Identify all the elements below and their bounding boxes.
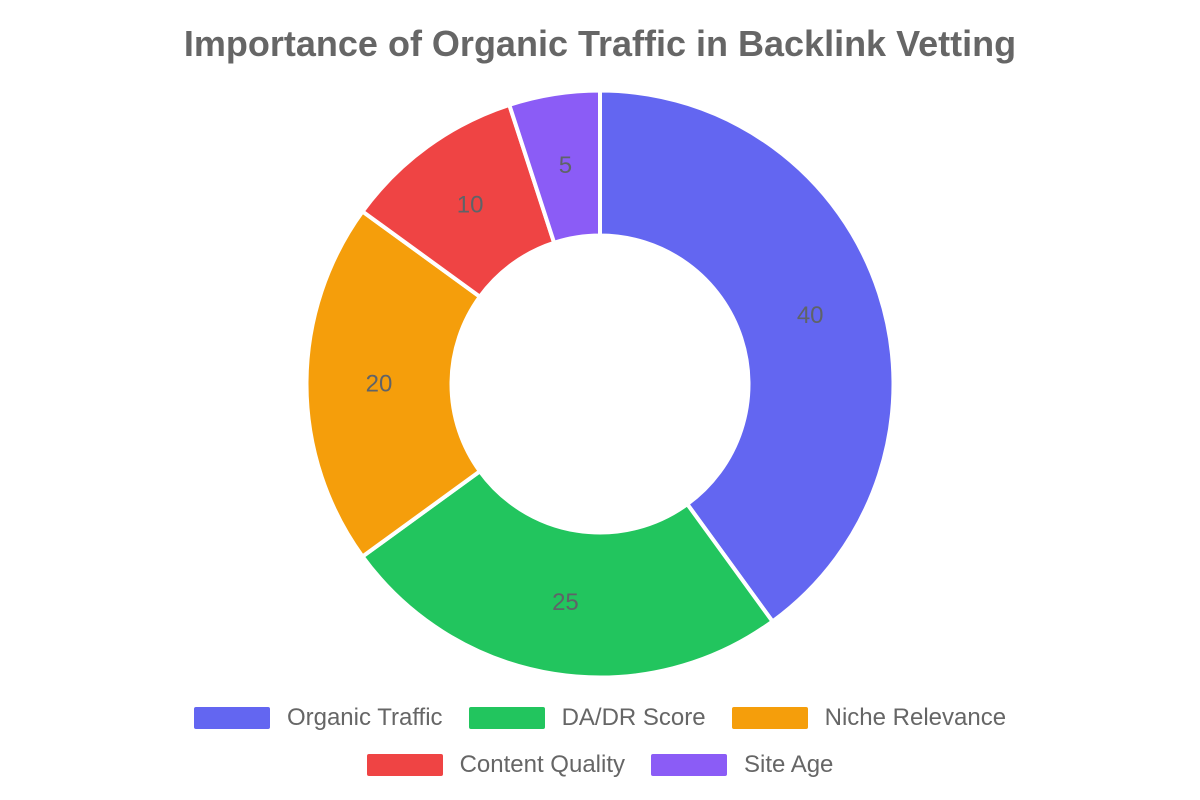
donut-slice-niche-relevance[interactable] bbox=[304, 208, 483, 560]
legend-item-site-age[interactable]: Site Age bbox=[651, 751, 833, 779]
legend-swatch-content-quality bbox=[366, 754, 443, 776]
legend-label-organic-traffic: Organic Traffic bbox=[286, 704, 443, 731]
legend-item-da-dr-score[interactable]: DA/DR Score bbox=[468, 704, 706, 732]
chart-legend: Organic Traffic DA/DR Score Niche Relevanc… bbox=[0, 704, 1200, 779]
legend-item-niche-relevance[interactable]: Niche Relevance bbox=[731, 704, 1007, 732]
legend-swatch-da-dr-score bbox=[468, 707, 545, 729]
legend-row: Organic Traffic DA/DR Score Niche Relevanc… bbox=[193, 704, 1007, 732]
donut-slice-organic-traffic[interactable] bbox=[598, 88, 896, 625]
slice-value-content-quality: 10 bbox=[457, 192, 484, 219]
slice-value-da-dr-score: 25 bbox=[552, 589, 579, 616]
legend-label-content-quality: Content Quality bbox=[459, 751, 625, 778]
legend-swatch-site-age bbox=[651, 754, 727, 776]
chart-title: Importance of Organic Traffic in Backlin… bbox=[183, 23, 1017, 64]
legend-swatch-organic-traffic bbox=[193, 707, 270, 729]
slice-value-site-age: 5 bbox=[559, 152, 572, 179]
slice-value-niche-relevance: 20 bbox=[366, 371, 393, 398]
legend-label-da-dr-score: DA/DR Score bbox=[561, 704, 706, 731]
donut-slice-site-age[interactable] bbox=[506, 88, 602, 246]
legend-row: Content Quality Site Age bbox=[366, 751, 833, 779]
legend-item-organic-traffic[interactable]: Organic Traffic bbox=[193, 704, 443, 732]
legend-label-site-age: Site Age bbox=[744, 751, 834, 778]
slice-value-organic-traffic: 40 bbox=[797, 302, 824, 329]
legend-item-content-quality[interactable]: Content Quality bbox=[366, 751, 625, 779]
legend-swatch-niche-relevance bbox=[731, 707, 808, 729]
donut-slice-da-dr-score[interactable] bbox=[359, 468, 776, 680]
legend-label-niche-relevance: Niche Relevance bbox=[824, 704, 1007, 731]
